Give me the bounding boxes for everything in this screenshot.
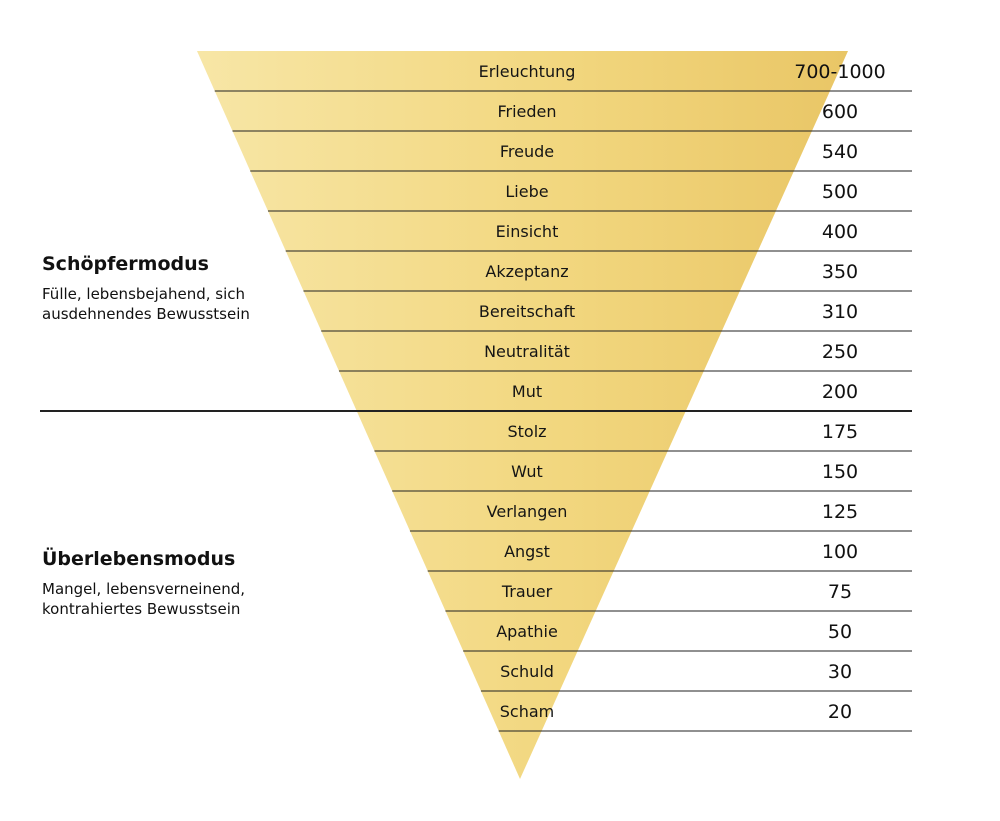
level-name: Wut — [511, 462, 543, 481]
level-value: 100 — [822, 541, 858, 563]
level-name: Erleuchtung — [479, 62, 576, 81]
survival-mode-desc-line2: kontrahiertes Bewusstsein — [42, 600, 241, 618]
level-value: 200 — [822, 381, 858, 403]
creator-mode-title: Schöpfermodus — [42, 253, 209, 275]
level-value: 310 — [822, 301, 858, 323]
level-name: Neutralität — [484, 342, 570, 361]
creator-mode-desc-line1: Fülle, lebensbejahend, sich — [42, 285, 246, 303]
scale-rows: Erleuchtung 700-1000 Frieden 600 Freude 540 Li… — [40, 61, 912, 732]
creator-mode-desc-line2: ausdehnendes Bewusstsein — [42, 305, 250, 323]
survival-mode-desc-line1: Mangel, lebensverneinend, — [42, 580, 246, 598]
triangle-fill — [197, 51, 848, 779]
level-value: 540 — [822, 141, 858, 163]
level-name: Apathie — [496, 622, 558, 641]
level-value: 400 — [822, 221, 858, 243]
level-name: Angst — [504, 542, 550, 561]
level-name: Bereitschaft — [479, 302, 575, 321]
level-value: 350 — [822, 261, 858, 283]
level-name: Freude — [500, 142, 554, 161]
level-name: Akzeptanz — [485, 262, 568, 281]
survival-mode-title: Überlebensmodus — [42, 548, 236, 570]
level-name: Scham — [500, 702, 554, 721]
level-value: 30 — [828, 661, 852, 683]
level-value: 175 — [822, 421, 858, 443]
level-value: 75 — [828, 581, 852, 603]
level-value: 50 — [828, 621, 852, 643]
level-value: 500 — [822, 181, 858, 203]
level-value: 20 — [828, 701, 852, 723]
survival-mode-block: Überlebensmodus Mangel, lebensverneinend… — [42, 547, 342, 619]
level-name: Mut — [512, 382, 542, 401]
level-name: Stolz — [507, 422, 546, 441]
level-name: Frieden — [497, 102, 556, 121]
level-name: Verlangen — [487, 502, 568, 521]
level-name: Liebe — [505, 182, 548, 201]
level-value: 125 — [822, 501, 858, 523]
level-value: 600 — [822, 101, 858, 123]
creator-mode-block: Schöpfermodus Fülle, lebensbejahend, sic… — [42, 252, 342, 324]
level-name: Trauer — [501, 582, 553, 601]
level-name: Schuld — [500, 662, 554, 681]
level-value: 150 — [822, 461, 858, 483]
level-value: 700-1000 — [794, 61, 885, 83]
level-value: 250 — [822, 341, 858, 363]
creator-mode-description: Fülle, lebensbejahend, sich ausdehnendes… — [42, 284, 342, 324]
survival-mode-description: Mangel, lebensverneinend, kontrahiertes … — [42, 579, 342, 619]
level-name: Einsicht — [496, 222, 559, 241]
